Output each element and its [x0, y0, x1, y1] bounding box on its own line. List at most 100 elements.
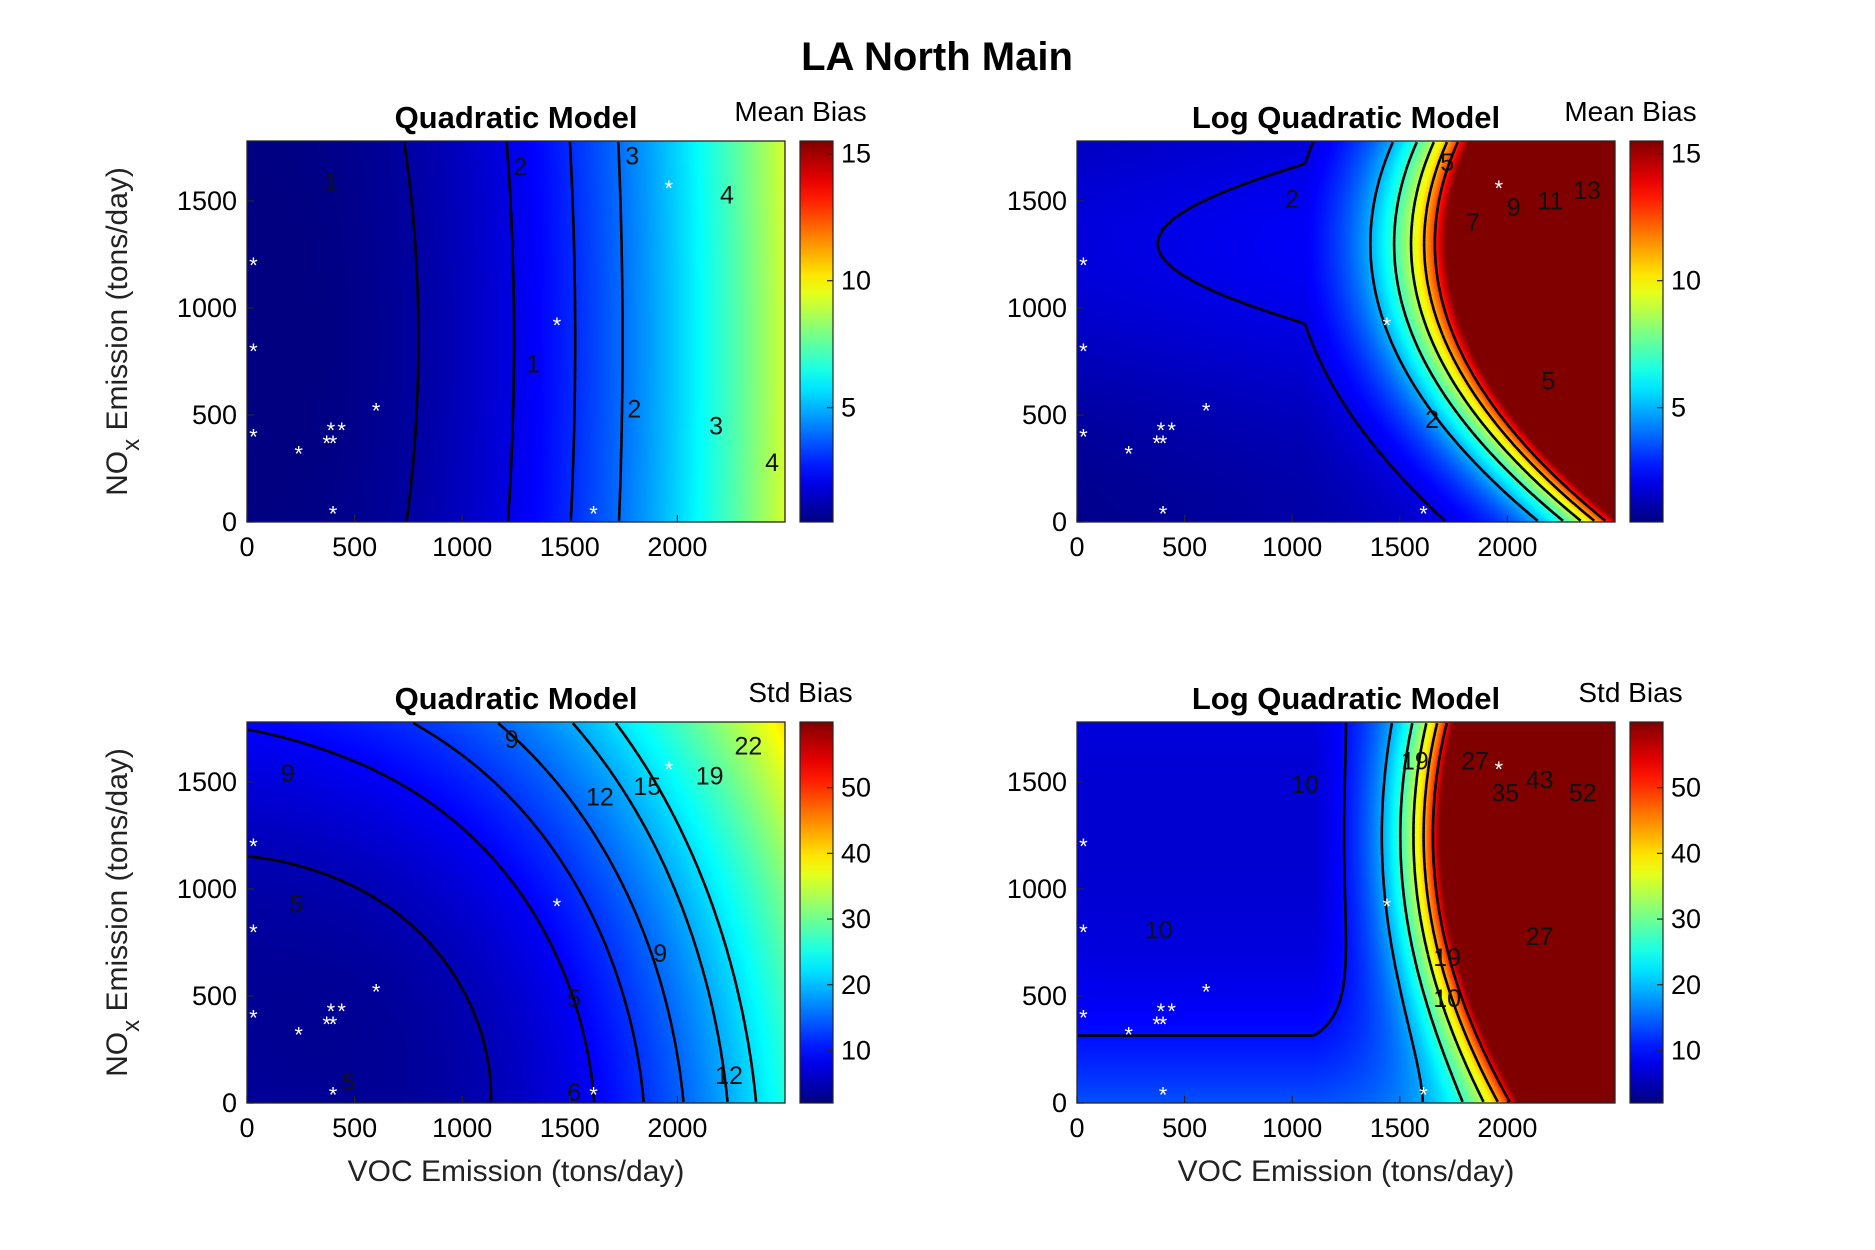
x-tick-label: 0 [239, 532, 254, 562]
x-tick-label: 0 [239, 1113, 254, 1143]
contour-label: 9 [653, 940, 667, 968]
contour-line-35 [1412, 722, 1485, 1103]
x-tick-label: 1500 [540, 532, 600, 562]
x-tick-label: 500 [332, 532, 377, 562]
contour-lines [1078, 722, 1511, 1103]
colorbar: 10 20 30 40 50 Std Bias [748, 677, 871, 1104]
heatmap-image [247, 141, 785, 522]
y-tick-label: 1000 [177, 874, 237, 904]
sample-point: * [1157, 418, 1166, 443]
colorbar-tick-label: 20 [841, 970, 871, 1000]
sample-point: * [1167, 418, 1176, 443]
contour-line-22 [614, 722, 758, 1102]
contour-label: 10 [1145, 916, 1173, 944]
x-tick-label: 2000 [1477, 532, 1537, 562]
contour-line-27 [1399, 722, 1464, 1103]
contour-label: 35 [1491, 779, 1519, 807]
colorbar-gradient [1629, 721, 1664, 1104]
sample-point: * [1152, 431, 1161, 456]
sample-point: * [327, 999, 336, 1024]
contour-line-52 [1431, 722, 1511, 1103]
axes-frame [246, 721, 786, 1104]
sample-point: * [1159, 1012, 1168, 1037]
panel-title: Log Quadratic Model [1192, 100, 1500, 135]
panel-title: Log Quadratic Model [1192, 681, 1500, 716]
y-tick-label: 1500 [177, 767, 237, 797]
colorbar-title: Std Bias [748, 677, 852, 708]
sample-point: * [329, 1012, 338, 1037]
contour-line-4 [617, 142, 624, 521]
y-tick-label: 1000 [177, 293, 237, 323]
sample-point: * [372, 980, 381, 1005]
x-tick-label: 1000 [1262, 532, 1322, 562]
y-tick-label: 1500 [1007, 186, 1067, 216]
x-tick-label: 1500 [1370, 1113, 1430, 1143]
sample-point: * [1124, 442, 1133, 467]
contour-label: 12 [586, 784, 614, 812]
x-tick-label: 0 [1069, 532, 1084, 562]
axes-frame [1076, 721, 1616, 1104]
x-tick-label: 0 [1069, 1113, 1084, 1143]
contour-line-9 [247, 728, 596, 1102]
contour-label: 2 [1285, 186, 1299, 214]
contour-lines [247, 722, 758, 1102]
axes-frame [246, 140, 786, 523]
contour-label: 6 [567, 1079, 581, 1107]
sample-point: * [1079, 424, 1088, 449]
colorbar-title: Mean Bias [734, 96, 866, 127]
x-axis-label: VOC Emission (tons/day) [348, 1155, 685, 1188]
contour-line-9 [1409, 141, 1582, 522]
sample-point: * [1202, 399, 1211, 424]
contour-lines [402, 141, 624, 521]
x-tick-label: 1500 [1370, 532, 1430, 562]
sample-point: * [1495, 757, 1504, 782]
contour-label: 7 [1466, 209, 1480, 237]
contour-line-2 [505, 142, 516, 521]
sample-point: * [249, 834, 258, 859]
contour-label: 3 [625, 143, 639, 171]
colorbar: 10 20 30 40 50 Std Bias [1578, 677, 1701, 1104]
sample-point: * [322, 431, 331, 456]
contour-line-15 [497, 722, 685, 1102]
contour-label: 10 [1433, 985, 1461, 1013]
colorbar-tick-label: 30 [841, 904, 871, 934]
y-tick-label: 1500 [1007, 767, 1067, 797]
sample-point: * [1079, 339, 1088, 364]
x-tick-label: 2000 [647, 532, 707, 562]
sample-point: * [1079, 1005, 1088, 1030]
sample-point: * [1079, 834, 1088, 859]
sample-point: * [329, 431, 338, 456]
sample-point: * [1079, 920, 1088, 945]
x-tick-label: 1000 [432, 1113, 492, 1143]
sample-point: * [1419, 1082, 1428, 1107]
contour-label: 12 [715, 1062, 743, 1090]
contour-line-1 [402, 141, 420, 521]
contour-label: 11 [1537, 188, 1563, 216]
sample-point: * [1383, 894, 1392, 919]
contour-label: 22 [735, 732, 763, 760]
sample-point: * [249, 339, 258, 364]
contour-line-3 [568, 142, 577, 521]
colorbar-tick-label: 40 [841, 838, 871, 868]
y-tick-label: 1500 [177, 186, 237, 216]
colorbar-title: Std Bias [1578, 677, 1682, 708]
x-tick-label: 500 [332, 1113, 377, 1143]
sample-point: * [1419, 501, 1428, 526]
sample-point: * [1079, 253, 1088, 278]
contour-label: 2 [1425, 406, 1439, 434]
colorbar-gradient [1629, 140, 1664, 523]
sample-point: * [1202, 980, 1211, 1005]
contour-label: 1 [526, 350, 540, 378]
x-tick-label: 2000 [1477, 1113, 1537, 1143]
figure-title: LA North Main [801, 35, 1073, 79]
x-tick-label: 500 [1162, 532, 1207, 562]
sample-point: * [1495, 176, 1504, 201]
sample-point: * [553, 894, 562, 919]
axes-frame [1076, 140, 1616, 523]
contour-label: 9 [505, 726, 519, 754]
sample-point: * [665, 757, 674, 782]
colorbar-tick-label: 40 [1671, 838, 1701, 868]
y-axis-label: NOx Emission (tons/day) [101, 748, 145, 1077]
